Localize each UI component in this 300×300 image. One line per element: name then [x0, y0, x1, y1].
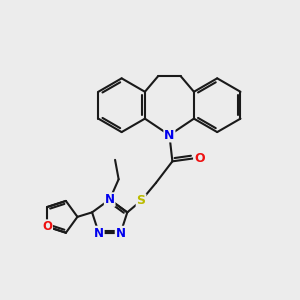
Text: N: N [116, 226, 126, 240]
Text: N: N [94, 226, 104, 240]
Text: N: N [105, 193, 115, 206]
Text: N: N [164, 129, 175, 142]
Text: S: S [136, 194, 146, 207]
Text: O: O [194, 152, 205, 165]
Text: O: O [42, 220, 52, 233]
